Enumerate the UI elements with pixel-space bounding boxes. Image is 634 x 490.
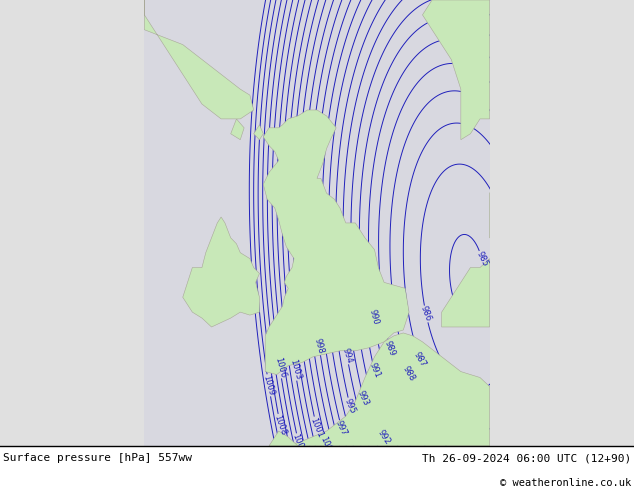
Text: 991: 991 <box>367 362 382 380</box>
Text: 993: 993 <box>356 389 371 407</box>
Text: 1010: 1010 <box>271 449 287 472</box>
Text: 1001: 1001 <box>309 416 325 439</box>
Polygon shape <box>489 140 528 238</box>
Text: 998: 998 <box>313 337 325 355</box>
Text: 1000: 1000 <box>318 435 335 458</box>
Polygon shape <box>263 110 409 374</box>
Polygon shape <box>269 333 489 446</box>
Polygon shape <box>254 125 263 140</box>
Text: Surface pressure [hPa] 557ww: Surface pressure [hPa] 557ww <box>3 453 192 463</box>
Text: 1006: 1006 <box>273 356 287 379</box>
Text: 1007: 1007 <box>293 486 311 490</box>
Text: 1003: 1003 <box>288 358 302 381</box>
Text: 1008: 1008 <box>273 414 288 436</box>
Text: 994: 994 <box>340 347 354 365</box>
Text: 1005: 1005 <box>290 433 307 455</box>
Text: 987: 987 <box>411 350 427 368</box>
Polygon shape <box>231 119 244 140</box>
Text: 990: 990 <box>368 309 380 326</box>
Text: © weatheronline.co.uk: © weatheronline.co.uk <box>500 478 631 488</box>
Polygon shape <box>183 217 259 327</box>
Text: 990: 990 <box>516 483 534 490</box>
Text: 997: 997 <box>334 419 349 438</box>
Polygon shape <box>442 259 489 327</box>
Polygon shape <box>269 431 298 446</box>
Text: 988: 988 <box>401 365 417 383</box>
Text: 985: 985 <box>474 249 489 268</box>
Polygon shape <box>422 0 489 140</box>
Text: Th 26-09-2024 06:00 UTC (12+90): Th 26-09-2024 06:00 UTC (12+90) <box>422 453 631 463</box>
Text: 996: 996 <box>352 457 368 475</box>
Polygon shape <box>145 0 254 119</box>
Text: 995: 995 <box>343 397 358 415</box>
Text: 1004: 1004 <box>300 451 317 474</box>
Text: 986: 986 <box>419 305 433 323</box>
Text: 989: 989 <box>382 339 397 357</box>
Text: 992: 992 <box>376 429 392 447</box>
Text: 1002: 1002 <box>316 469 333 490</box>
Text: 1009: 1009 <box>262 374 276 397</box>
